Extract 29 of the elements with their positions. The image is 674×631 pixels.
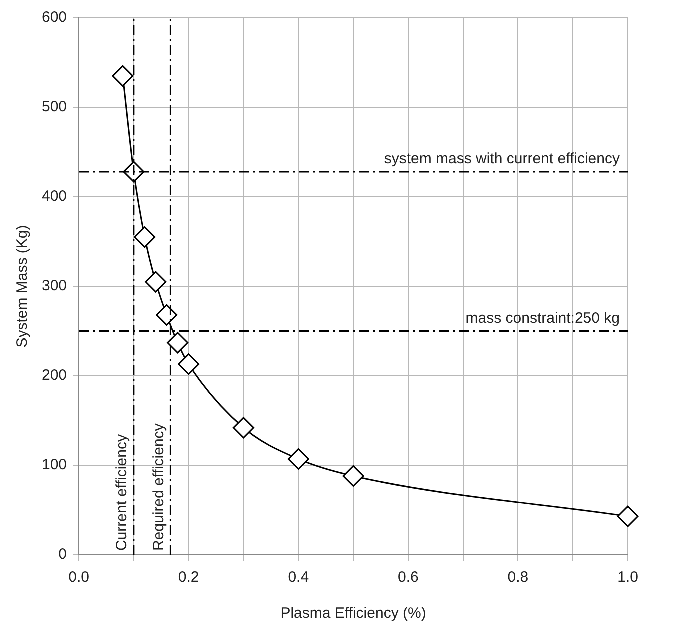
y-tick-label: 600 [42,9,68,26]
point [112,65,134,87]
point [156,304,178,326]
y-tick-label: 500 [42,98,68,116]
y-tick-label: 100 [42,456,68,474]
x-tick-label: 0.8 [508,569,529,586]
point [134,226,156,248]
point [167,332,189,354]
point [342,465,364,487]
ref-line-label: Current efficiency [114,434,131,551]
ref-line-label: mass constraint:250 kg [466,310,620,327]
x-axis-title: Plasma Efficiency (%) [280,605,426,622]
y-tick-label: 400 [42,188,68,206]
y-tick-label: 300 [42,278,68,295]
point [145,271,167,293]
ref-line-label: Required efficiency [150,423,168,551]
point [617,506,639,528]
x-tick-label: 0.2 [178,569,200,586]
x-tick-label: 0.4 [288,569,310,586]
point [288,448,310,470]
point [178,354,200,376]
x-tick-label: 1.0 [618,569,638,586]
x-tick-label: 0.0 [68,569,90,586]
x-tick-label: 0.6 [398,569,419,586]
y-tick-label: 200 [42,367,68,384]
y-axis-title: System Mass (Kg) [14,225,32,348]
y-tick-label: 0 [58,546,68,564]
point [232,417,254,439]
ref-line-label: system mass with current efficiency [384,150,620,168]
